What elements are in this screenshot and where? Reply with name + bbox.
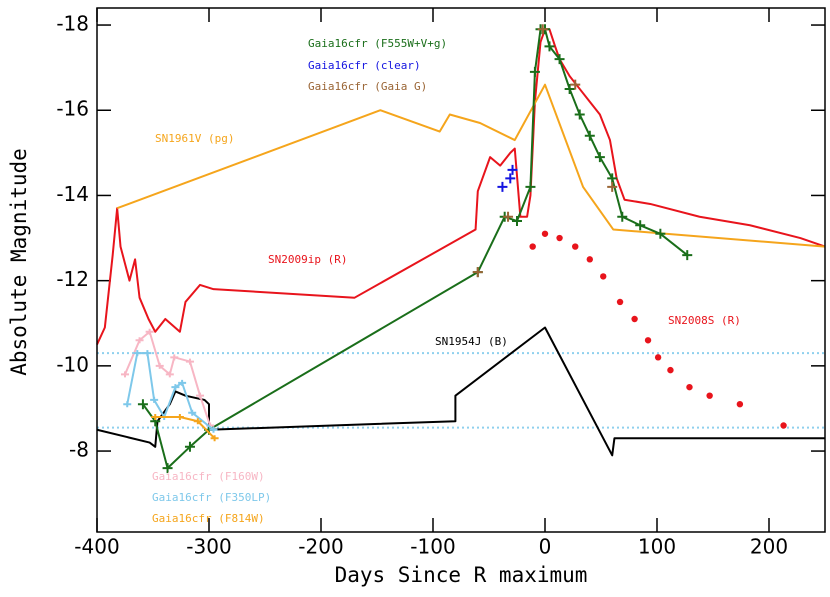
bar-marker <box>121 371 129 378</box>
bar-marker <box>196 392 205 399</box>
x-tick-label: -200 <box>298 535 343 559</box>
plus-marker <box>564 83 575 94</box>
series-label: SN1954J (B) <box>435 335 508 348</box>
series-line <box>96 28 826 345</box>
dot-marker <box>736 400 744 408</box>
bar-marker <box>209 426 218 433</box>
series-label: Gaia16cfr (F555W+V+g) <box>308 37 447 50</box>
plus-marker <box>137 399 148 410</box>
plus-marker <box>607 173 618 184</box>
plus-marker <box>505 173 516 184</box>
plus-marker <box>472 267 483 278</box>
x-tick-label: 100 <box>638 535 676 559</box>
series-label: Gaia16cfr (Gaia G) <box>308 80 427 93</box>
bar-marker <box>133 350 142 357</box>
dot-marker <box>586 256 593 263</box>
plus-marker <box>635 220 646 231</box>
bar-marker <box>155 362 164 369</box>
dot-marker <box>529 243 536 250</box>
bar-marker <box>165 371 174 378</box>
plus-marker <box>544 41 555 52</box>
bar-marker <box>151 413 160 420</box>
plus-marker <box>655 228 666 239</box>
series-label: Gaia16cfr (F350LP) <box>152 491 271 504</box>
bar-marker <box>210 435 219 442</box>
x-tick-label: 200 <box>750 535 788 559</box>
plus-marker <box>554 54 565 65</box>
bar-marker <box>135 337 144 344</box>
plus-marker <box>617 211 628 222</box>
series-line <box>116 83 826 248</box>
plus-marker <box>682 250 693 261</box>
bar-marker <box>193 418 202 425</box>
y-tick-label: -14 <box>56 182 89 206</box>
bar-marker <box>178 379 187 386</box>
series-label: Gaia16cfr (clear) <box>308 59 421 72</box>
series-label: Gaia16cfr (F814W) <box>152 512 265 525</box>
series-line <box>124 330 212 426</box>
dot-marker <box>556 234 563 242</box>
dot-marker <box>706 392 713 399</box>
y-axis-label: Absolute Magnitude <box>7 148 31 376</box>
series-label: Gaia16cfr (F160W) <box>152 470 265 483</box>
series-line <box>155 415 216 439</box>
series-line <box>126 352 215 431</box>
plus-marker <box>570 79 581 90</box>
plus-marker <box>512 216 522 227</box>
x-tick-label: -100 <box>410 535 455 559</box>
series-label: SN2008S (R) <box>668 314 741 327</box>
plus-marker <box>607 181 618 192</box>
dot-marker <box>686 383 693 391</box>
x-axis-label: Days Since R maximum <box>335 563 588 587</box>
y-tick-label: -8 <box>69 438 89 462</box>
dot-marker <box>667 366 674 374</box>
plus-marker <box>184 441 195 452</box>
x-tick-label: -300 <box>186 535 231 559</box>
y-tick-label: -12 <box>56 267 89 291</box>
bar-marker <box>123 401 132 408</box>
bar-marker <box>175 413 184 420</box>
dot-marker <box>780 422 787 429</box>
plus-marker <box>497 181 508 192</box>
plus-marker <box>594 152 605 163</box>
bar-marker <box>143 350 152 357</box>
plus-marker <box>574 109 585 120</box>
plus-marker <box>507 164 518 175</box>
bar-marker <box>185 358 194 365</box>
bar-marker <box>171 384 180 391</box>
dot-marker <box>631 315 638 323</box>
dot-marker <box>644 337 652 344</box>
x-tick-label: -400 <box>74 535 119 559</box>
dot-marker <box>654 354 662 361</box>
plus-marker <box>162 463 173 474</box>
bar-marker <box>145 328 154 335</box>
plus-marker <box>537 24 548 35</box>
plus-marker <box>525 181 536 192</box>
dot-marker <box>616 298 624 306</box>
bar-marker <box>188 409 197 416</box>
series-label: SN1961V (pg) <box>155 132 234 145</box>
dot-marker <box>600 273 607 280</box>
plus-marker <box>503 211 514 222</box>
series-label: SN2009ip (R) <box>268 253 347 266</box>
dot-marker <box>572 243 579 250</box>
series-line <box>142 28 688 470</box>
plus-marker <box>529 66 540 77</box>
y-tick-label: -16 <box>56 97 89 121</box>
x-tick-label: 0 <box>539 535 552 559</box>
dot-marker <box>541 230 549 237</box>
plus-marker <box>584 130 595 141</box>
bar-marker <box>170 354 179 361</box>
series-line <box>96 326 825 457</box>
y-tick-label: -10 <box>56 352 89 376</box>
bar-marker <box>150 396 159 403</box>
y-tick-label: -18 <box>56 12 89 36</box>
plot-frame <box>96 7 826 533</box>
